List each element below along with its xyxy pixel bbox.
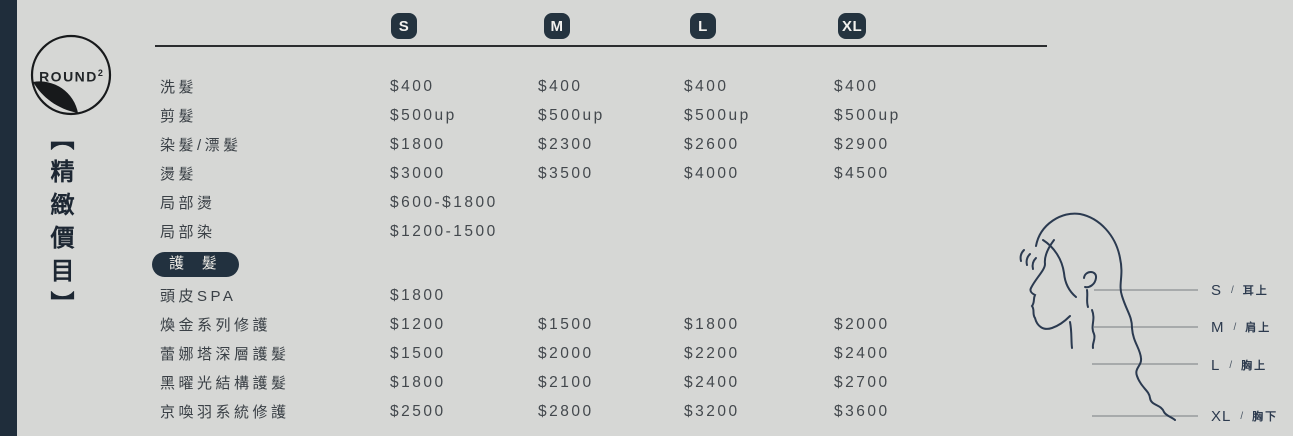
price-rows-haircare: 頭皮SPA $1800 煥金系列修護 $1200 $1500 $1800 $20… bbox=[160, 281, 1050, 426]
price-cell: $3000 bbox=[390, 164, 446, 182]
service-label: 黑曜光結構護髮 bbox=[160, 375, 290, 392]
price-cell: $500up bbox=[834, 106, 901, 124]
haircare-section-badge: 護 髮 bbox=[152, 252, 239, 277]
size-desc: 耳上 bbox=[1242, 285, 1269, 297]
price-cell: $400 bbox=[538, 77, 583, 95]
service-label: 剪髮 bbox=[160, 108, 198, 125]
price-cell: $500up bbox=[538, 106, 605, 124]
service-label: 染髮/漂髮 bbox=[160, 137, 242, 154]
price-cell: $2000 bbox=[538, 344, 594, 362]
separator: / bbox=[1231, 284, 1234, 296]
price-cell: $3600 bbox=[834, 402, 890, 420]
price-cell bbox=[834, 217, 1010, 246]
logo-word: ROUND bbox=[39, 68, 98, 85]
service-label: 燙髮 bbox=[160, 166, 198, 183]
price-cell: $1200 bbox=[390, 315, 446, 333]
size-letter: XL bbox=[1211, 407, 1232, 425]
size-guide-item-xl: XL / 胸下 bbox=[1211, 407, 1278, 425]
separator: / bbox=[1229, 359, 1233, 371]
price-table: 洗髮 $400 $400 $400 $400 剪髮 $500up $500up … bbox=[152, 72, 1050, 426]
column-badge-xl: XL bbox=[838, 13, 867, 39]
logo-text: ROUND2 bbox=[29, 68, 113, 85]
price-cell: $2100 bbox=[538, 373, 594, 391]
price-cell: $2900 bbox=[834, 135, 890, 153]
column-badge-m: M bbox=[544, 13, 570, 39]
size-letter: M bbox=[1211, 318, 1225, 336]
price-cell: $1200-1500 bbox=[390, 222, 498, 240]
price-cell bbox=[684, 188, 834, 217]
price-cell: $2400 bbox=[684, 373, 740, 391]
service-label: 頭皮SPA bbox=[160, 288, 237, 305]
price-cell: $1500 bbox=[538, 315, 594, 333]
size-letter: L bbox=[1211, 356, 1221, 374]
size-guide-item-m: M / 肩上 bbox=[1211, 318, 1271, 336]
price-cell: $2300 bbox=[538, 135, 594, 153]
price-cell: $400 bbox=[390, 77, 435, 95]
separator: / bbox=[1240, 410, 1244, 422]
price-cell bbox=[834, 188, 1010, 217]
price-cell: $3500 bbox=[538, 164, 594, 182]
price-cell bbox=[538, 217, 684, 246]
guide-leader-lines bbox=[1092, 289, 1198, 417]
price-cell: $2400 bbox=[834, 344, 890, 362]
service-label: 局部染 bbox=[160, 224, 216, 241]
left-accent-bar bbox=[0, 0, 17, 436]
size-desc: 胸下 bbox=[1252, 411, 1279, 423]
page-title: 【精緻價目】 bbox=[46, 126, 72, 324]
price-cell: $400 bbox=[684, 77, 729, 95]
service-label: 蕾娜塔深層護髮 bbox=[160, 346, 290, 363]
size-desc: 胸上 bbox=[1241, 360, 1268, 372]
price-cell: $1800 bbox=[390, 135, 446, 153]
service-label: 洗髮 bbox=[160, 79, 198, 96]
column-badge-l: L bbox=[690, 13, 716, 39]
logo-circle-icon bbox=[30, 34, 112, 116]
price-cell: $600-$1800 bbox=[390, 193, 498, 211]
price-cell: $1500 bbox=[390, 344, 446, 362]
size-letter: S bbox=[1211, 281, 1223, 299]
price-rows-basic: 洗髮 $400 $400 $400 $400 剪髮 $500up $500up … bbox=[160, 72, 1050, 246]
price-cell: $500up bbox=[390, 106, 457, 124]
logo-exponent: 2 bbox=[97, 68, 103, 78]
service-label: 京喚羽系統修護 bbox=[160, 404, 290, 421]
brand-logo: ROUND2 bbox=[29, 32, 113, 120]
column-badge-s: S bbox=[391, 13, 417, 39]
size-guide-item-s: S / 耳上 bbox=[1211, 281, 1269, 299]
woman-profile-icon bbox=[1019, 212, 1176, 421]
price-cell: $2600 bbox=[684, 135, 740, 153]
price-cell: $1800 bbox=[390, 286, 446, 304]
price-cell: $1800 bbox=[684, 315, 740, 333]
price-cell: $2700 bbox=[834, 373, 890, 391]
price-cell: $400 bbox=[834, 77, 879, 95]
price-cell bbox=[538, 188, 684, 217]
price-cell: $500up bbox=[684, 106, 751, 124]
price-cell: $3200 bbox=[684, 402, 740, 420]
header-divider-line bbox=[155, 45, 1047, 47]
price-cell: $4500 bbox=[834, 164, 890, 182]
price-cell: $2500 bbox=[390, 402, 446, 420]
separator: / bbox=[1233, 321, 1237, 333]
service-label: 局部燙 bbox=[160, 195, 216, 212]
price-cell: $4000 bbox=[684, 164, 740, 182]
price-cell bbox=[538, 281, 684, 310]
price-cell bbox=[684, 217, 834, 246]
price-cell: $1800 bbox=[390, 373, 446, 391]
size-guide-item-l: L / 胸上 bbox=[1211, 356, 1267, 374]
price-cell: $2000 bbox=[834, 315, 890, 333]
price-cell: $2800 bbox=[538, 402, 594, 420]
hair-length-illustration bbox=[1019, 212, 1198, 421]
price-cell bbox=[684, 281, 834, 310]
price-cell: $2200 bbox=[684, 344, 740, 362]
size-desc: 肩上 bbox=[1245, 322, 1272, 334]
price-cell bbox=[834, 281, 1010, 310]
service-label: 煥金系列修護 bbox=[160, 317, 272, 334]
